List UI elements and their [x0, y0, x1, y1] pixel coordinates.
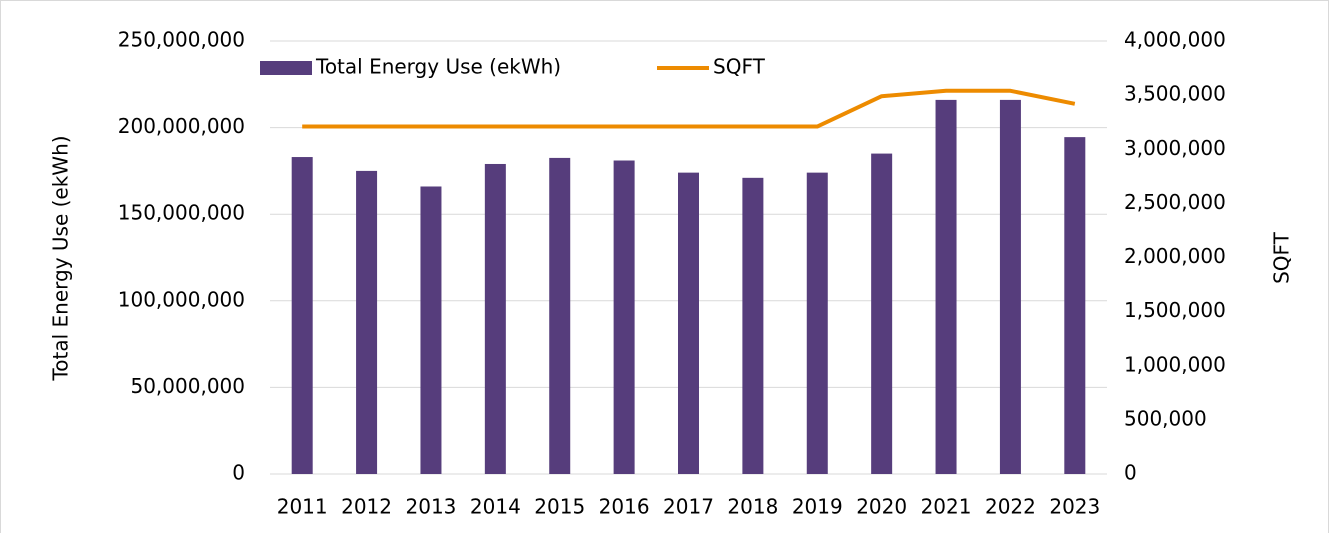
bar — [420, 186, 442, 474]
y-tick-label: 0 — [232, 461, 245, 485]
y2-tick-label: 0 — [1124, 461, 1137, 485]
y2-axis-label: SQFT — [1270, 231, 1294, 284]
x-tick-label: 2017 — [663, 495, 714, 519]
bar — [935, 99, 957, 474]
bar — [549, 157, 571, 474]
y2-tick-label: 3,000,000 — [1124, 136, 1226, 160]
y2-tick-label: 2,000,000 — [1124, 244, 1226, 268]
x-tick-label: 2013 — [406, 495, 457, 519]
y-tick-label: 100,000,000 — [118, 287, 245, 311]
x-tick-label: 2022 — [985, 495, 1036, 519]
y2-tick-label: 500,000 — [1124, 406, 1207, 430]
bar — [999, 99, 1021, 474]
bar — [613, 160, 635, 474]
legend-label: Total Energy Use (ekWh) — [315, 55, 561, 79]
bar — [291, 157, 313, 474]
y-tick-label: 200,000,000 — [118, 114, 245, 138]
y2-tick-label: 4,000,000 — [1124, 28, 1226, 52]
x-tick-label: 2021 — [921, 495, 972, 519]
bar — [484, 163, 506, 475]
y2-tick-label: 3,500,000 — [1124, 82, 1226, 106]
y2-tick-label: 1,000,000 — [1124, 352, 1226, 376]
bar — [678, 172, 699, 474]
x-tick-label: 2023 — [1049, 495, 1100, 519]
x-tick-label: 2016 — [599, 495, 650, 519]
bar — [806, 172, 828, 474]
legend-swatch — [260, 61, 312, 75]
bar — [871, 153, 893, 474]
x-tick-label: 2014 — [470, 495, 521, 519]
y-axis-label: Total Energy Use (ekWh) — [49, 135, 73, 381]
y2-tick-label: 1,500,000 — [1124, 298, 1226, 322]
x-tick-label: 2011 — [277, 495, 328, 519]
x-tick-label: 2012 — [341, 495, 392, 519]
bar — [356, 170, 378, 474]
bar — [742, 177, 764, 474]
legend-label: SQFT — [713, 55, 766, 79]
y-tick-label: 250,000,000 — [118, 28, 245, 52]
y-tick-label: 150,000,000 — [118, 201, 245, 225]
y2-tick-label: 2,500,000 — [1124, 190, 1226, 214]
x-tick-label: 2020 — [856, 495, 907, 519]
x-tick-label: 2019 — [792, 495, 843, 519]
x-tick-label: 2018 — [727, 495, 778, 519]
line — [302, 88, 1076, 129]
bar — [1064, 137, 1086, 474]
y-tick-label: 50,000,000 — [130, 374, 245, 398]
x-tick-label: 2015 — [534, 495, 585, 519]
